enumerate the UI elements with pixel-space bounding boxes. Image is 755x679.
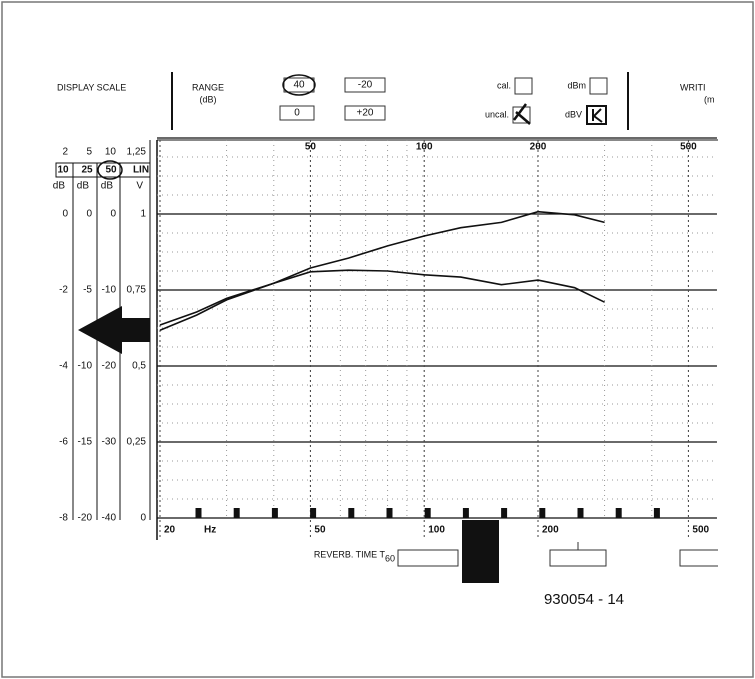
marker-block	[462, 520, 499, 583]
x-tick-label-top: 100	[416, 142, 433, 153]
reverb-box	[549, 549, 607, 567]
check-mark	[513, 103, 531, 125]
y-tick-label: -15	[78, 437, 93, 448]
reverb-box	[679, 549, 718, 567]
range-label: RANGE	[192, 82, 224, 92]
dbv-label: dBV	[565, 109, 582, 119]
y-tick-label: 0,25	[127, 437, 147, 448]
y-tick-label: -30	[102, 437, 117, 448]
y-tick-label: 1	[140, 209, 146, 220]
range-unit: (dB)	[199, 94, 216, 104]
reverb-label: REVERB. TIME T	[314, 549, 386, 559]
y-tick-label: 1,25	[127, 147, 147, 158]
y-tick-label: -20	[102, 361, 117, 372]
scale-name: 25	[81, 165, 93, 176]
checkbox	[512, 106, 531, 124]
octave-marker	[501, 508, 508, 518]
octave-marker	[577, 508, 584, 518]
octave-marker	[462, 508, 469, 518]
octave-marker	[195, 508, 202, 518]
y-tick-label: -8	[59, 513, 68, 524]
pointer-arrow	[78, 306, 150, 354]
scale-name: 50	[105, 165, 117, 176]
y-tick-label: 0	[110, 209, 116, 220]
y-tick-label: 0,75	[127, 285, 147, 296]
y-tick-label: -10	[102, 285, 117, 296]
checkbox	[586, 105, 607, 125]
series-line	[159, 269, 605, 326]
x-tick-label: 500	[692, 525, 709, 536]
scale-name: 10	[57, 165, 69, 176]
writing-label: WRITI	[680, 82, 706, 92]
scale-unit: V	[136, 181, 143, 192]
range-button	[344, 105, 386, 121]
display-scale-label: DISPLAY SCALE	[57, 82, 126, 92]
octave-marker	[615, 508, 622, 518]
x-tick-label-top: 200	[530, 142, 547, 153]
octave-marker	[233, 508, 240, 518]
y-tick-label: -6	[59, 437, 68, 448]
dbm-label: dBm	[567, 80, 586, 90]
selection-circle	[282, 74, 316, 96]
range-button	[279, 105, 315, 121]
y-tick-label: -5	[83, 285, 92, 296]
checkbox	[514, 77, 533, 95]
x-tick-label: 50	[314, 525, 326, 536]
series-line	[159, 210, 605, 332]
x-tick-label: 100	[428, 525, 445, 536]
octave-marker	[424, 508, 431, 518]
scale-unit: dB	[101, 181, 114, 192]
y-tick-label: -2	[59, 285, 68, 296]
octave-marker	[271, 508, 278, 518]
figure-id: 930054 - 14	[544, 591, 624, 608]
y-tick-label: 10	[105, 147, 117, 158]
x-tick-label: 200	[542, 525, 559, 536]
checkbox	[589, 77, 608, 95]
x-tick-label-top: 500	[680, 142, 697, 153]
range-button	[283, 77, 315, 93]
uncal-label: uncal.	[485, 109, 509, 119]
octave-marker	[653, 508, 660, 518]
range-button	[344, 77, 386, 93]
selection-circle	[97, 160, 123, 180]
y-tick-label: 0	[62, 209, 68, 220]
y-tick-label: -4	[59, 361, 68, 372]
x-tick-label-top: 50	[305, 142, 317, 153]
octave-marker	[386, 508, 393, 518]
check-mark	[592, 108, 603, 123]
octave-marker	[310, 508, 317, 518]
scale-name: LIN	[133, 165, 149, 176]
cal-label: cal.	[497, 80, 511, 90]
y-tick-label: 0	[140, 513, 146, 524]
y-tick-label: 0	[86, 209, 92, 220]
reverb-subscript: 60	[385, 553, 395, 563]
writing-unit: (m	[704, 94, 715, 104]
octave-marker	[539, 508, 546, 518]
x-unit: Hz	[204, 525, 216, 536]
reverb-box	[397, 549, 459, 567]
range-button-label: +20	[357, 108, 374, 119]
range-button-label: 40	[293, 80, 305, 91]
range-button-label: -20	[358, 80, 373, 91]
y-tick-label: -10	[78, 361, 93, 372]
scale-unit: dB	[53, 181, 66, 192]
y-tick-label: 0,5	[132, 361, 146, 372]
octave-marker	[348, 508, 355, 518]
y-tick-label: -40	[102, 513, 117, 524]
scale-unit: dB	[77, 181, 90, 192]
y-tick-label: 2	[62, 147, 68, 158]
paper: DISPLAY SCALE RANGE (dB) 40 -20 0 +20 ca…	[53, 72, 718, 583]
y-tick-label: 5	[86, 147, 92, 158]
range-button-label: 0	[294, 108, 300, 119]
y-tick-label: -20	[78, 513, 93, 524]
x-tick-label: 20	[164, 525, 176, 536]
